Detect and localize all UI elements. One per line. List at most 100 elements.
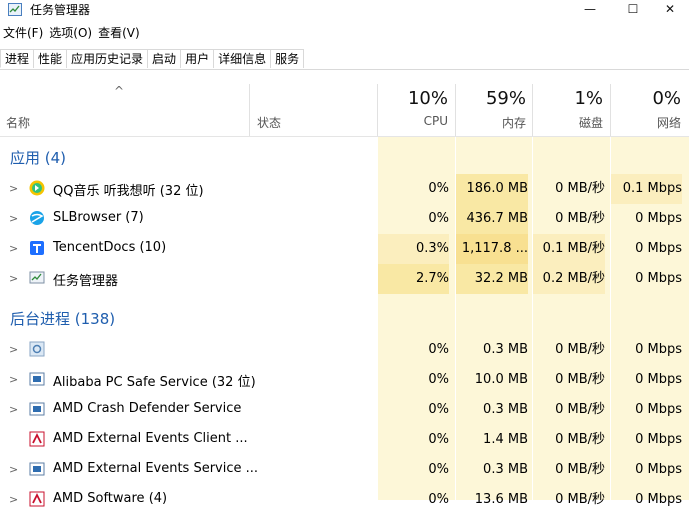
disk-value: 0 MB/秒 <box>555 211 605 226</box>
memory-value: 32.2 MB <box>456 264 528 294</box>
chevron-right-icon[interactable]: > <box>9 463 19 476</box>
network-value: 0 Mbps <box>635 342 682 357</box>
column-header: ^ 名称 状态 10% CPU 59% 内存 1% 磁盘 0% 网络 <box>0 84 689 137</box>
chevron-right-icon[interactable]: > <box>9 403 19 416</box>
column-divider[interactable] <box>532 84 533 136</box>
header-memory-percent[interactable]: 59% <box>485 88 526 109</box>
header-name[interactable]: 名称 <box>6 116 31 130</box>
memory-value: 10.0 MB <box>474 372 528 387</box>
disk-value: 0 MB/秒 <box>555 372 605 387</box>
menu-file[interactable]: 文件(F) <box>3 26 44 40</box>
disk-value: 0 MB/秒 <box>555 342 605 357</box>
header-network[interactable]: 网络 <box>656 116 681 130</box>
process-row[interactable]: > 任务管理器 2.7% 32.2 MB 0.2 MB/秒 0 Mbps <box>0 264 689 294</box>
docs-icon <box>30 241 44 255</box>
chevron-right-icon[interactable]: > <box>9 272 19 285</box>
memory-value: 436.7 MB <box>456 204 528 234</box>
cpu-value: 0.3% <box>378 234 449 264</box>
tab-startup[interactable]: 启动 <box>147 49 182 68</box>
network-value: 0 Mbps <box>635 211 682 226</box>
chevron-right-icon[interactable]: > <box>9 343 19 356</box>
cpu-value: 0% <box>428 342 449 357</box>
header-disk[interactable]: 磁盘 <box>578 116 603 130</box>
process-row[interactable]: > 0% 0.3 MB 0 MB/秒 0 Mbps <box>0 335 689 365</box>
network-value: 0 Mbps <box>635 462 682 477</box>
tab-services[interactable]: 服务 <box>270 49 305 68</box>
taskmgr-icon <box>29 271 45 284</box>
header-status[interactable]: 状态 <box>257 116 282 130</box>
process-row[interactable]: > Alibaba PC Safe Service (32 位) 0% 10.0… <box>0 365 689 395</box>
group-header-background[interactable]: 后台进程 (138) <box>0 304 689 334</box>
disk-column-bg <box>533 137 610 500</box>
task-manager-icon <box>8 3 22 16</box>
process-name: 任务管理器 <box>53 274 119 289</box>
cpu-value: 0% <box>428 462 449 477</box>
memory-value: 186.0 MB <box>456 174 528 204</box>
process-row[interactable]: > AMD External Events Service ... 0% 0.3… <box>0 455 689 485</box>
column-divider[interactable] <box>249 84 250 136</box>
chevron-right-icon[interactable]: > <box>9 182 19 195</box>
menu-view[interactable]: 查看(V) <box>98 26 140 40</box>
cpu-value: 0% <box>428 492 449 507</box>
memory-value: 1.4 MB <box>483 432 528 447</box>
process-name: Alibaba PC Safe Service (32 位) <box>53 375 256 390</box>
process-name: AMD External Events Client ... <box>53 431 248 446</box>
tab-details[interactable]: 详细信息 <box>213 49 272 68</box>
column-divider[interactable] <box>455 84 456 136</box>
cpu-value: 0% <box>428 211 449 226</box>
process-row[interactable]: > AMD Software (4) 0% 13.6 MB 0 MB/秒 0 M… <box>0 485 689 515</box>
chevron-right-icon[interactable]: > <box>9 242 19 255</box>
process-row[interactable]: > AMD Crash Defender Service 0% 0.3 MB 0… <box>0 395 689 425</box>
process-row[interactable]: AMD External Events Client ... 0% 1.4 MB… <box>0 425 689 455</box>
tab-processes[interactable]: 进程 <box>0 49 35 68</box>
process-row[interactable]: > TencentDocs (10) 0.3% 1,117.8 ... 0.1 … <box>0 234 689 264</box>
memory-value: 0.3 MB <box>483 402 528 417</box>
tab-users[interactable]: 用户 <box>180 49 215 68</box>
process-name: QQ音乐 听我想听 (32 位) <box>53 184 204 199</box>
network-value: 0 Mbps <box>635 402 682 417</box>
network-value: 0 Mbps <box>635 492 682 507</box>
network-value: 0.1 Mbps <box>611 174 682 204</box>
header-cpu[interactable]: CPU <box>423 114 448 128</box>
group-header-apps[interactable]: 应用 (4) <box>0 143 689 173</box>
process-row[interactable]: > SLBrowser (7) 0% 436.7 MB 0 MB/秒 0 Mbp… <box>0 204 689 234</box>
column-divider[interactable] <box>377 84 378 136</box>
disk-value: 0 MB/秒 <box>555 181 605 196</box>
service-icon <box>29 402 45 416</box>
disk-value: 0.1 MB/秒 <box>533 234 605 264</box>
memory-value: 13.6 MB <box>474 492 528 507</box>
cpu-value: 0% <box>428 432 449 447</box>
chevron-right-icon[interactable]: > <box>9 373 19 386</box>
disk-value: 0 MB/秒 <box>555 432 605 447</box>
sort-arrow-icon[interactable]: ^ <box>114 84 125 98</box>
minimize-button[interactable]: — <box>584 2 596 16</box>
column-divider[interactable] <box>610 84 611 136</box>
process-name: AMD Software (4) <box>53 491 168 506</box>
network-value: 0 Mbps <box>635 271 682 286</box>
memory-value: 0.3 MB <box>483 342 528 357</box>
close-button[interactable]: ✕ <box>664 2 676 16</box>
window-title: 任务管理器 <box>30 3 91 17</box>
header-cpu-percent[interactable]: 10% <box>407 88 448 109</box>
tab-strip: 进程 性能 应用历史记录 启动 用户 详细信息 服务 <box>0 49 689 70</box>
header-memory[interactable]: 内存 <box>501 116 526 130</box>
title-bar: 任务管理器 — ☐ ✕ <box>0 0 689 20</box>
cpu-value: 0% <box>428 181 449 196</box>
header-network-percent[interactable]: 0% <box>652 88 681 109</box>
maximize-button[interactable]: ☐ <box>627 2 639 16</box>
menu-options[interactable]: 选项(O) <box>49 26 93 40</box>
disk-value: 0 MB/秒 <box>555 462 605 477</box>
process-row[interactable]: > QQ音乐 听我想听 (32 位) 0% 186.0 MB 0 MB/秒 0.… <box>0 174 689 204</box>
cpu-value: 2.7% <box>378 264 449 294</box>
process-name: AMD External Events Service ... <box>53 461 259 476</box>
amd-icon <box>29 491 45 507</box>
memory-value: 0.3 MB <box>483 462 528 477</box>
tab-performance[interactable]: 性能 <box>33 49 68 68</box>
disk-value: 0 MB/秒 <box>555 402 605 417</box>
process-name: SLBrowser (7) <box>53 210 144 225</box>
chevron-right-icon[interactable]: > <box>9 212 19 225</box>
tab-app-history[interactable]: 应用历史记录 <box>66 49 149 68</box>
header-disk-percent[interactable]: 1% <box>574 88 603 109</box>
gear-icon <box>29 341 45 357</box>
group-title: 后台进程 (138) <box>10 310 116 328</box>
